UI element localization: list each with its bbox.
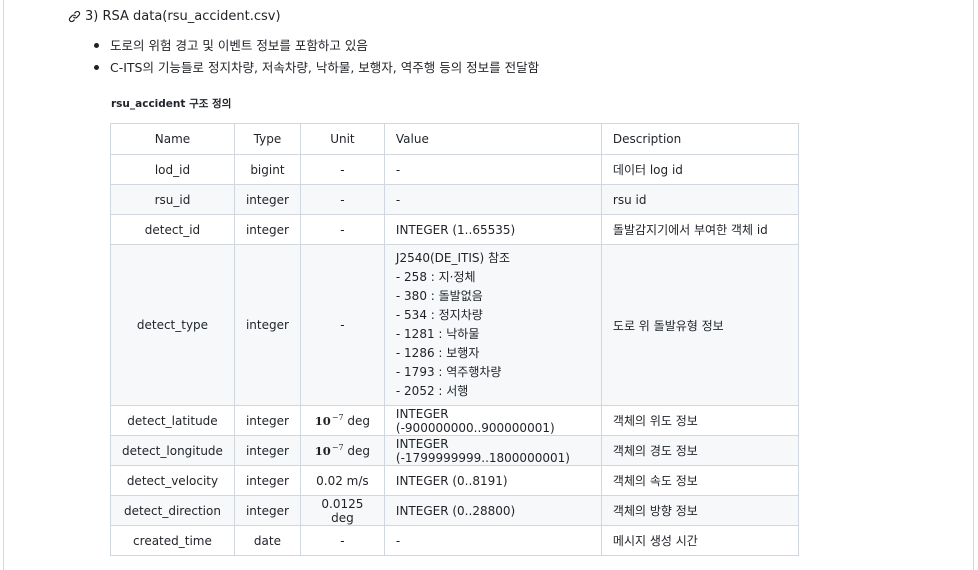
cell-unit: - [299, 525, 385, 556]
cell-value: INTEGER (-1799999999..1800000001) [383, 435, 602, 466]
cell-value: J2540(DE_ITIS) 참조 - 258 : 지·정체 - 380 : 돌… [383, 244, 602, 406]
cell-description: 객체의 속도 정보 [600, 465, 799, 496]
link-icon[interactable] [68, 10, 81, 23]
table-row: detect_direction integer 0.0125 deg INTE… [110, 495, 799, 526]
table-row: created_time date - - 메시지 생성 시간 [110, 525, 799, 556]
cell-value: INTEGER (0..28800) [383, 495, 602, 526]
content-frame [3, 0, 974, 570]
heading-text: 3) RSA data(rsu_accident.csv) [85, 8, 281, 24]
cell-type: bigint [233, 154, 301, 185]
cell-value: INTEGER (-900000000..900000001) [383, 405, 602, 436]
value-line: - 258 : 지·정체 [395, 270, 476, 284]
cell-unit: 10−7 deg [299, 405, 385, 436]
cell-name: detect_direction [110, 495, 235, 526]
cell-type: date [233, 525, 301, 556]
cell-type: integer [233, 495, 301, 526]
table-row: lod_id bigint - - 데이터 log id [110, 154, 799, 185]
value-line: - 380 : 돌발없음 [395, 289, 483, 303]
cell-unit: - [299, 214, 385, 245]
header-unit: Unit [299, 123, 385, 155]
cell-description: 데이터 log id [600, 154, 799, 185]
cell-description: 메시지 생성 시간 [600, 525, 799, 556]
structure-table: Name Type Unit Value Description lod_id … [110, 123, 799, 556]
header-name: Name [110, 123, 235, 155]
value-line: - 1286 : 보행자 [395, 346, 480, 360]
cell-description: 객체의 경도 정보 [600, 435, 799, 466]
cell-name: created_time [110, 525, 235, 556]
cell-unit: 0.02 m/s [299, 465, 385, 496]
value-line: J2540(DE_ITIS) 참조 [395, 251, 511, 265]
cell-name: lod_id [110, 154, 235, 185]
cell-unit: - [299, 244, 385, 406]
section-heading: 3) RSA data(rsu_accident.csv) [68, 6, 281, 26]
table-row: detect_type integer - J2540(DE_ITIS) 참조 … [110, 244, 799, 406]
table-row: detect_longitude integer 10−7 deg INTEGE… [110, 435, 799, 466]
cell-value: INTEGER (0..8191) [383, 465, 602, 496]
cell-unit: - [299, 154, 385, 185]
cell-name: detect_velocity [110, 465, 235, 496]
list-item: 도로의 위험 경고 및 이벤트 정보를 포함하고 있음 [92, 35, 539, 57]
cell-name: detect_latitude [110, 405, 235, 436]
cell-name: detect_id [110, 214, 235, 245]
bullet-list: 도로의 위험 경고 및 이벤트 정보를 포함하고 있음 C-ITS의 기능들로 … [92, 35, 539, 79]
value-line: - 1281 : 낙하물 [395, 327, 480, 341]
table-header-row: Name Type Unit Value Description [110, 123, 799, 155]
cell-type: integer [233, 214, 301, 245]
header-description: Description [600, 123, 799, 155]
cell-unit: 0.0125 deg [299, 495, 385, 526]
cell-description: 객체의 위도 정보 [600, 405, 799, 436]
value-line: - 534 : 정지차량 [395, 308, 483, 322]
table-row: detect_velocity integer 0.02 m/s INTEGER… [110, 465, 799, 496]
cell-type: integer [233, 184, 301, 215]
cell-value: INTEGER (1..65535) [383, 214, 602, 245]
cell-type: integer [233, 405, 301, 436]
cell-value: - [383, 184, 602, 215]
table-row: detect_id integer - INTEGER (1..65535) 돌… [110, 214, 799, 245]
cell-unit: - [299, 184, 385, 215]
cell-type: integer [233, 435, 301, 466]
cell-description: 도로 위 돌발유형 정보 [600, 244, 799, 406]
header-value: Value [383, 123, 602, 155]
header-type: Type [233, 123, 301, 155]
cell-value: - [383, 525, 602, 556]
table-caption: rsu_accident 구조 정의 [111, 98, 232, 110]
cell-description: 돌발감지기에서 부여한 객체 id [600, 214, 799, 245]
cell-unit: 10−7 deg [299, 435, 385, 466]
cell-description: 객체의 방향 정보 [600, 495, 799, 526]
cell-description: rsu id [600, 184, 799, 215]
cell-name: detect_longitude [110, 435, 235, 466]
value-line: - 2052 : 서행 [395, 384, 469, 398]
table-row: detect_latitude integer 10−7 deg INTEGER… [110, 405, 799, 436]
cell-name: rsu_id [110, 184, 235, 215]
cell-value: - [383, 154, 602, 185]
cell-type: integer [233, 465, 301, 496]
table-row: rsu_id integer - - rsu id [110, 184, 799, 215]
list-item: C-ITS의 기능들로 정지차량, 저속차량, 낙하물, 보행자, 역주행 등의… [92, 57, 539, 79]
value-line: - 1793 : 역주행차량 [395, 365, 502, 379]
cell-type: integer [233, 244, 301, 406]
cell-name: detect_type [110, 244, 235, 406]
